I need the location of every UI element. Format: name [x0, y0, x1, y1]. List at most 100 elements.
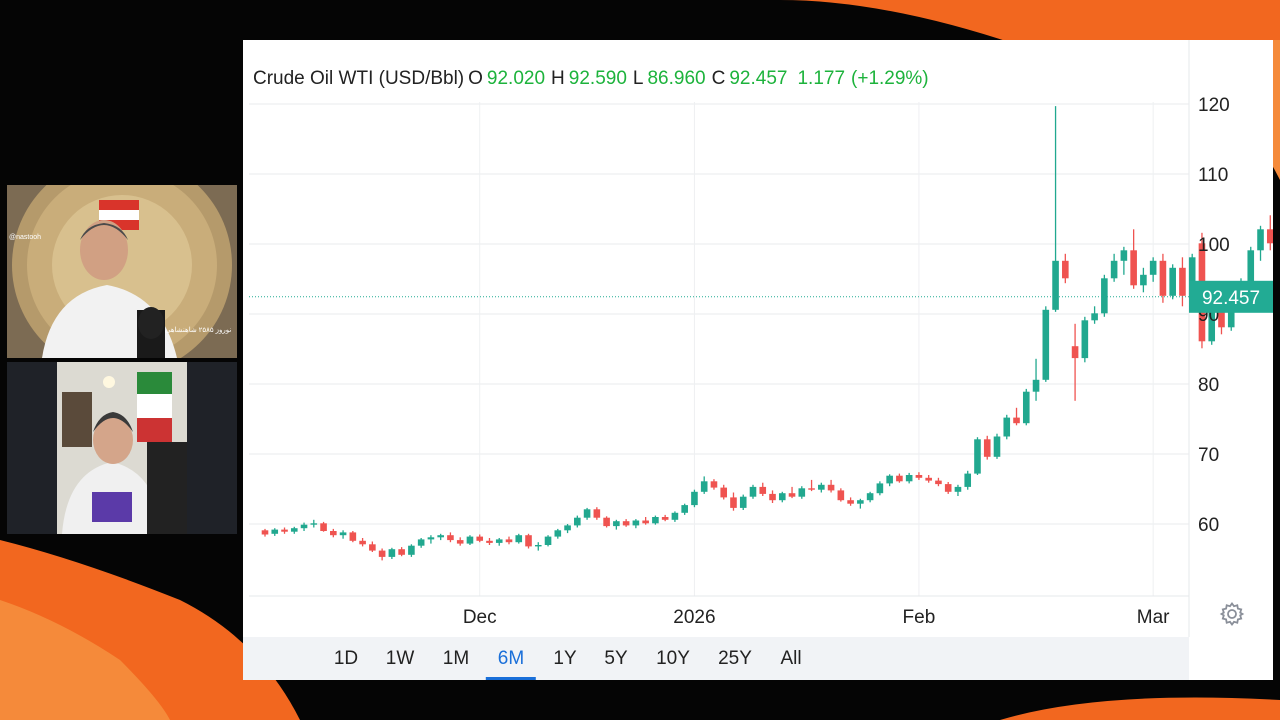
candle: [886, 474, 893, 487]
x-tick-label: Feb: [903, 607, 936, 628]
candle: [1179, 257, 1186, 307]
candle-body: [896, 475, 903, 482]
candle: [1266, 215, 1273, 251]
candle: [691, 489, 698, 508]
candle: [1247, 246, 1255, 286]
candle: [944, 482, 952, 494]
candle-body: [691, 491, 698, 506]
candle-body: [417, 539, 425, 546]
candle: [739, 494, 747, 510]
candle: [778, 491, 786, 503]
candle: [983, 435, 991, 460]
candle: [1257, 225, 1264, 261]
candle: [798, 486, 806, 499]
candle: [564, 524, 571, 534]
candle-body: [574, 517, 581, 526]
change-percent: (+1.29%): [851, 68, 929, 89]
range-button-1d[interactable]: 1D: [333, 648, 359, 669]
candle-body: [1101, 278, 1108, 314]
candle: [271, 528, 279, 536]
candle-body: [427, 537, 435, 540]
candle-body: [476, 536, 484, 541]
candle-body: [905, 475, 913, 482]
range-button-10y[interactable]: 10Y: [656, 648, 690, 669]
candle: [964, 470, 972, 490]
channel-tag: @nastooh: [9, 234, 42, 241]
change-value: 1.177: [797, 68, 846, 89]
candle-body: [886, 475, 893, 484]
close-value: 92.457: [729, 68, 788, 89]
range-button-1y[interactable]: 1Y: [553, 648, 577, 669]
candle: [1003, 414, 1011, 440]
candle-body: [447, 535, 454, 541]
candle-body: [632, 520, 640, 526]
low-label: L: [632, 68, 644, 89]
candle: [866, 491, 874, 503]
candle: [369, 541, 376, 552]
candle-body: [564, 525, 571, 531]
candle: [1062, 253, 1069, 284]
candle: [1130, 229, 1137, 289]
range-button-1m[interactable]: 1M: [442, 648, 470, 669]
last-price-badge: [1189, 280, 1273, 313]
y-tick-label: 100: [1198, 235, 1230, 256]
x-tick-label: 2026: [673, 607, 715, 628]
range-button-1w[interactable]: 1W: [385, 648, 415, 669]
candle-body: [652, 517, 659, 524]
last-price-text: 92.457: [1202, 288, 1260, 309]
candle: [310, 519, 318, 528]
candle: [974, 437, 981, 475]
candle-body: [769, 493, 776, 501]
candle: [583, 507, 591, 520]
candle: [359, 538, 366, 547]
candle: [330, 528, 337, 538]
candle: [300, 522, 308, 531]
candle-body: [710, 481, 718, 488]
candle-body: [369, 544, 376, 551]
candle-body: [925, 477, 932, 481]
candle-body: [1032, 379, 1040, 392]
grid: [249, 40, 1190, 637]
candle-body: [261, 530, 269, 535]
candle: [290, 526, 298, 534]
candle-body: [1188, 257, 1196, 296]
candle: [1159, 253, 1167, 303]
open-value: 92.020: [486, 68, 546, 89]
candle: [447, 532, 454, 543]
ohlc-header: Crude Oil WTI (USD/Bbl) O 92.020 H 92.59…: [253, 66, 929, 92]
candle: [993, 433, 1001, 459]
candle: [603, 516, 610, 528]
candle: [1120, 246, 1128, 275]
candle-body: [788, 493, 796, 497]
candle: [574, 515, 581, 528]
candle: [837, 488, 845, 502]
y-tick-label: 80: [1198, 375, 1219, 396]
candle: [593, 507, 601, 520]
range-button-all[interactable]: All: [780, 648, 802, 669]
candle-body: [730, 497, 737, 508]
range-button-25y[interactable]: 25Y: [718, 648, 752, 669]
range-button-5y[interactable]: 5Y: [604, 648, 628, 669]
webcam-guest: [7, 362, 237, 534]
candle-body: [1149, 260, 1157, 275]
candle-body: [593, 509, 601, 518]
candle-body: [866, 493, 874, 501]
candle: [915, 472, 923, 480]
candle: [320, 521, 327, 532]
candle: [896, 473, 903, 483]
candle: [378, 548, 386, 561]
candle: [622, 519, 630, 527]
candle-body: [935, 480, 942, 485]
range-button-6m[interactable]: 6M: [485, 637, 537, 680]
candle-body: [1140, 274, 1147, 286]
gear-icon[interactable]: [1219, 601, 1245, 627]
candle: [1032, 358, 1040, 401]
candle-body: [271, 529, 279, 534]
candle-body: [320, 523, 327, 531]
candle-body: [486, 540, 493, 543]
candle: [788, 486, 796, 499]
candle-body: [857, 500, 864, 504]
candle-body: [613, 521, 620, 527]
candle: [339, 530, 347, 539]
